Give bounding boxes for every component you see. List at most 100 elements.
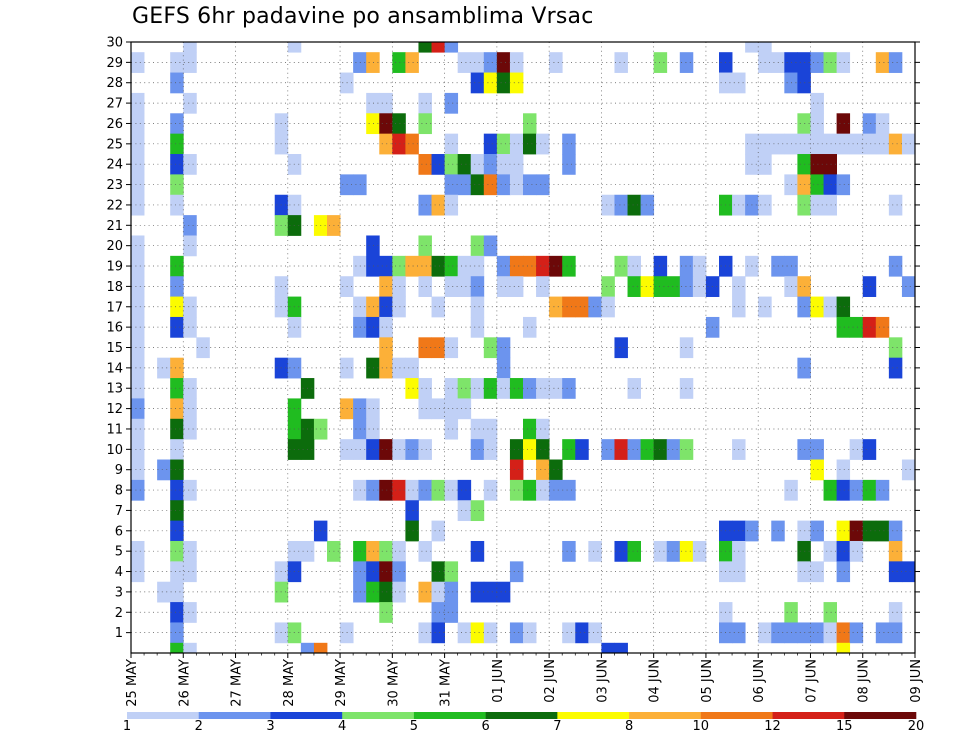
legend-swatch bbox=[557, 712, 630, 719]
heatmap-cell bbox=[379, 581, 393, 603]
y-tick-label: 22 bbox=[106, 198, 123, 213]
heatmap-cell bbox=[523, 418, 537, 440]
heatmap-cell bbox=[170, 133, 184, 155]
heatmap-cell bbox=[849, 520, 864, 542]
heatmap-cell bbox=[131, 459, 145, 481]
heatmap-cell bbox=[588, 296, 602, 318]
legend-label: 5 bbox=[409, 719, 419, 734]
heatmap-cell bbox=[562, 133, 576, 155]
heatmap-cell bbox=[836, 296, 851, 318]
heatmap-cell bbox=[131, 398, 145, 420]
x-tick-label: 28 MAY bbox=[282, 659, 297, 707]
heatmap-cell bbox=[444, 418, 459, 440]
heatmap-cell bbox=[170, 52, 184, 73]
heatmap-cell bbox=[170, 72, 184, 94]
y-tick-label: 1 bbox=[115, 626, 123, 641]
heatmap-cell bbox=[901, 276, 916, 297]
heatmap-cell bbox=[170, 561, 184, 583]
heatmap-cell bbox=[392, 479, 406, 501]
heatmap-cell bbox=[797, 439, 811, 460]
heatmap-cell bbox=[392, 561, 406, 583]
heatmap-cell bbox=[170, 418, 184, 440]
heatmap-cell bbox=[496, 174, 511, 196]
heatmap-cell bbox=[379, 337, 393, 359]
heatmap-cell bbox=[601, 439, 615, 460]
y-tick-label: 7 bbox=[115, 504, 123, 519]
heatmap-cell bbox=[170, 398, 184, 420]
heatmap-cell bbox=[653, 255, 668, 277]
heatmap-cell bbox=[849, 540, 864, 562]
x-tick-label: 29 MAY bbox=[334, 659, 349, 707]
heatmap-cell bbox=[810, 133, 824, 155]
heatmap-cell bbox=[888, 357, 903, 379]
heatmap-cell bbox=[392, 296, 406, 318]
y-tick-label: 9 bbox=[115, 463, 123, 478]
heatmap-cell bbox=[444, 255, 459, 277]
heatmap-cell bbox=[457, 52, 472, 73]
heatmap-cell bbox=[496, 378, 511, 399]
heatmap-cell bbox=[470, 378, 485, 399]
heatmap-cell bbox=[875, 622, 890, 644]
heatmap-cell bbox=[523, 622, 537, 644]
heatmap-cell bbox=[536, 378, 550, 399]
heatmap-cell bbox=[183, 52, 197, 73]
heatmap-cell bbox=[379, 296, 393, 318]
heatmap-cell bbox=[405, 52, 419, 73]
heatmap-cell bbox=[170, 602, 184, 623]
heatmap-cell bbox=[157, 357, 171, 379]
legend-label: 8 bbox=[624, 719, 634, 734]
chart-title: GEFS 6hr padavine po ansamblima Vrsac bbox=[132, 4, 594, 29]
heatmap-cell bbox=[379, 276, 393, 297]
heatmap-cell bbox=[170, 622, 184, 644]
x-tick-label: 05 JUN bbox=[700, 659, 715, 703]
heatmap-cell bbox=[418, 398, 432, 420]
heatmap-cell bbox=[366, 316, 380, 338]
heatmap-cell bbox=[823, 479, 837, 501]
x-tick-label: 09 JUN bbox=[909, 659, 924, 703]
heatmap-cell bbox=[183, 398, 197, 420]
heatmap-cell bbox=[836, 113, 851, 135]
heatmap-cell bbox=[183, 296, 197, 318]
heatmap-cell bbox=[836, 479, 851, 501]
y-tick-label: 25 bbox=[106, 137, 123, 152]
heatmap-cell bbox=[431, 561, 445, 583]
heatmap-cell bbox=[470, 581, 485, 603]
heatmap-cell bbox=[810, 92, 824, 114]
heatmap-cell bbox=[131, 133, 145, 155]
heatmap-cell bbox=[509, 439, 524, 460]
heatmap-cell bbox=[797, 561, 811, 583]
heatmap-cell bbox=[444, 194, 459, 216]
heatmap-cell bbox=[444, 561, 459, 583]
legend-label: 15 bbox=[835, 719, 853, 734]
heatmap-cell bbox=[509, 479, 524, 501]
heatmap-cell bbox=[470, 500, 485, 522]
y-tick-label: 13 bbox=[106, 382, 123, 397]
heatmap-cell bbox=[131, 378, 145, 399]
y-tick-label: 3 bbox=[115, 585, 123, 600]
heatmap-cell bbox=[614, 194, 628, 216]
heatmap-cell bbox=[496, 52, 511, 73]
heatmap-cell bbox=[888, 602, 903, 623]
heatmap-cell bbox=[797, 154, 811, 175]
heatmap-cell bbox=[431, 398, 445, 420]
y-tick-label: 12 bbox=[106, 402, 123, 417]
heatmap-cell bbox=[496, 154, 511, 175]
heatmap-cell bbox=[418, 540, 432, 562]
x-tick-label: 25 MAY bbox=[125, 659, 140, 707]
heatmap-cell bbox=[523, 113, 537, 135]
heatmap-cell bbox=[470, 154, 485, 175]
heatmap-cell bbox=[575, 296, 589, 318]
heatmap-cell bbox=[810, 622, 824, 644]
heatmap-cell bbox=[483, 581, 498, 603]
heatmap-cell bbox=[418, 235, 432, 257]
heatmap-cell bbox=[875, 113, 890, 135]
y-axis: 1234567891011121314151617181920212223242… bbox=[106, 36, 920, 641]
heatmap-cell bbox=[653, 540, 668, 562]
heatmap-cell bbox=[523, 439, 537, 460]
heatmap-cell bbox=[536, 459, 550, 481]
y-tick-label: 29 bbox=[106, 56, 123, 71]
heatmap-cell bbox=[131, 235, 145, 257]
heatmap-cell bbox=[418, 154, 432, 175]
color-legend bbox=[127, 712, 917, 719]
heatmap-cell bbox=[366, 357, 380, 379]
